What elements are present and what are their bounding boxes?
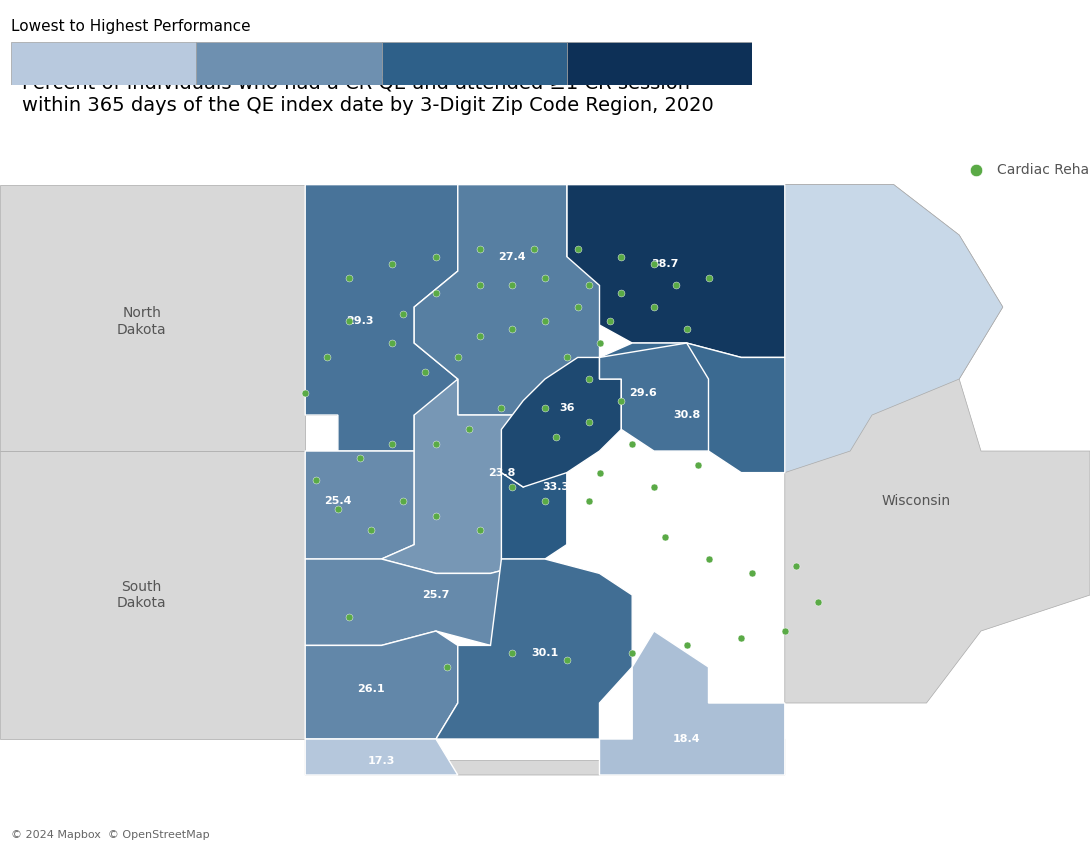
- Polygon shape: [600, 343, 708, 451]
- Polygon shape: [305, 559, 545, 645]
- Text: 29.6: 29.6: [629, 389, 657, 398]
- Polygon shape: [305, 451, 414, 559]
- Text: Cardiac Rehab Locations: Cardiac Rehab Locations: [997, 163, 1090, 177]
- Text: 33.3: 33.3: [543, 482, 569, 492]
- FancyBboxPatch shape: [382, 42, 567, 85]
- Polygon shape: [600, 631, 785, 775]
- FancyBboxPatch shape: [196, 42, 382, 85]
- Polygon shape: [382, 379, 567, 573]
- Text: South
Dakota: South Dakota: [117, 580, 167, 610]
- FancyBboxPatch shape: [567, 42, 752, 85]
- Polygon shape: [785, 185, 1090, 703]
- Text: 26.1: 26.1: [356, 684, 385, 694]
- Text: 38.7: 38.7: [651, 259, 679, 268]
- Text: Percent of individuals who had a CR QE and attended ≥1 CR session
within 365 day: Percent of individuals who had a CR QE a…: [22, 74, 714, 114]
- Text: North
Dakota: North Dakota: [117, 307, 167, 336]
- Polygon shape: [600, 343, 785, 473]
- Polygon shape: [0, 185, 338, 451]
- Polygon shape: [305, 739, 458, 775]
- Text: 27.4: 27.4: [498, 252, 526, 262]
- Polygon shape: [305, 185, 458, 451]
- Text: 30.1: 30.1: [532, 648, 559, 657]
- Text: 36: 36: [559, 403, 574, 412]
- Text: 23.8: 23.8: [487, 468, 516, 478]
- Text: 29.3: 29.3: [346, 317, 374, 326]
- Text: © 2024 Mapbox  © OpenStreetMap: © 2024 Mapbox © OpenStreetMap: [11, 830, 209, 840]
- Text: 25.7: 25.7: [422, 590, 450, 600]
- FancyBboxPatch shape: [11, 42, 196, 85]
- Polygon shape: [785, 185, 1003, 473]
- Text: Lowest to Highest Performance: Lowest to Highest Performance: [11, 19, 251, 34]
- Polygon shape: [305, 739, 785, 775]
- Polygon shape: [414, 185, 600, 415]
- Polygon shape: [305, 631, 458, 739]
- Polygon shape: [436, 559, 632, 739]
- Polygon shape: [0, 451, 305, 739]
- Text: 25.4: 25.4: [324, 496, 352, 507]
- Polygon shape: [501, 357, 621, 487]
- Text: Wisconsin: Wisconsin: [881, 495, 950, 508]
- Polygon shape: [501, 415, 600, 559]
- Polygon shape: [567, 185, 785, 357]
- Text: 17.3: 17.3: [367, 756, 396, 766]
- Text: 18.4: 18.4: [673, 734, 701, 744]
- Text: 30.8: 30.8: [674, 410, 701, 420]
